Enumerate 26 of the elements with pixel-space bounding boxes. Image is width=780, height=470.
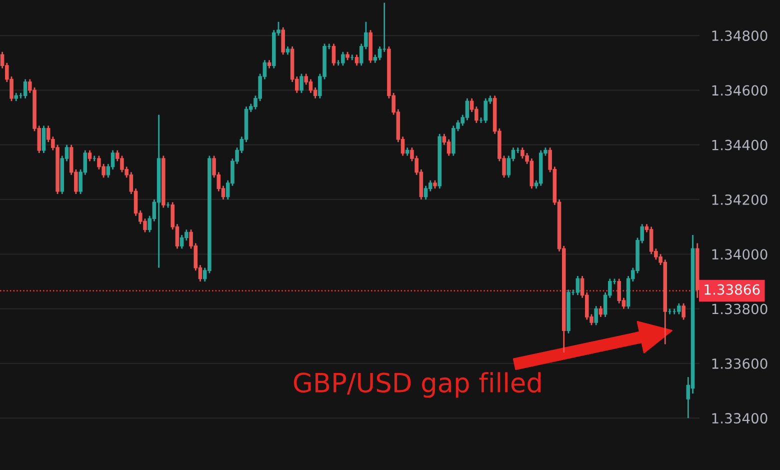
- candlestick: [677, 302, 681, 315]
- candlestick: [332, 43, 336, 66]
- y-tick-label: 1.34000: [712, 249, 768, 260]
- candlestick: [300, 73, 304, 94]
- candlestick: [594, 305, 598, 326]
- candlestick: [576, 275, 580, 296]
- y-tick-label: 1.33600: [712, 358, 768, 369]
- y-tick-label: 1.34800: [712, 30, 768, 41]
- y-tick-label: 1.34600: [712, 85, 768, 96]
- candlestick: [354, 54, 359, 66]
- candlestick: [378, 46, 382, 61]
- candlestick: [88, 150, 92, 162]
- candlestick: [682, 302, 686, 320]
- annotation: GBP/USD gap filled: [294, 372, 541, 398]
- y-tick-label: 1.33800: [712, 304, 768, 314]
- candlestick: [484, 98, 488, 124]
- candlestick: [341, 51, 345, 66]
- candlestick: [281, 26, 285, 56]
- candlestick: [446, 138, 451, 156]
- y-tick-label: 1.34400: [712, 140, 768, 150]
- ref-line-label: 1.33866: [704, 284, 760, 295]
- y-tick-label: 1.34200: [712, 194, 768, 205]
- candlestick: [42, 125, 46, 154]
- candlestick: [598, 305, 603, 318]
- candlestick: [23, 78, 28, 100]
- y-tick-label: 1.33400: [712, 413, 768, 424]
